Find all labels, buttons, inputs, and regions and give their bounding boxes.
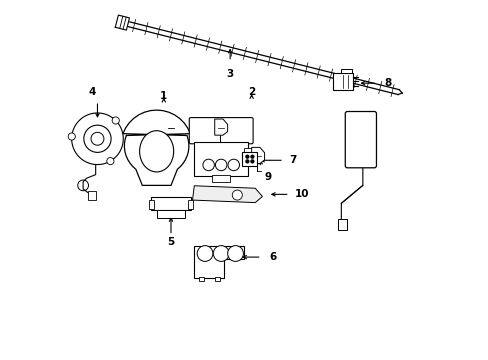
Text: 10: 10: [294, 189, 308, 199]
Bar: [151, 197, 190, 211]
Polygon shape: [122, 110, 190, 185]
Bar: [341, 69, 351, 73]
Circle shape: [232, 190, 242, 200]
Circle shape: [227, 159, 239, 171]
Bar: [337, 219, 346, 230]
Circle shape: [112, 117, 119, 124]
Text: 9: 9: [230, 143, 237, 153]
Circle shape: [215, 159, 226, 171]
Text: 6: 6: [269, 252, 276, 262]
Ellipse shape: [139, 131, 173, 172]
Polygon shape: [214, 119, 227, 135]
Circle shape: [203, 159, 214, 171]
Text: 9: 9: [264, 172, 271, 182]
Text: 3: 3: [226, 69, 233, 79]
Bar: [214, 277, 220, 282]
Circle shape: [68, 133, 75, 140]
Text: 2: 2: [247, 87, 255, 97]
Polygon shape: [251, 147, 264, 163]
FancyBboxPatch shape: [345, 112, 376, 168]
Bar: [194, 142, 247, 176]
Circle shape: [250, 160, 253, 163]
Circle shape: [106, 158, 114, 165]
Text: 7: 7: [288, 155, 296, 165]
Polygon shape: [115, 15, 129, 30]
Bar: [242, 152, 257, 166]
FancyBboxPatch shape: [189, 118, 253, 144]
Circle shape: [213, 246, 228, 261]
Circle shape: [245, 160, 248, 163]
Bar: [244, 148, 251, 158]
Text: 1: 1: [160, 91, 167, 101]
Circle shape: [83, 125, 111, 152]
Bar: [148, 200, 153, 209]
Circle shape: [250, 155, 253, 158]
Bar: [88, 191, 96, 200]
Bar: [188, 200, 193, 209]
Text: 5: 5: [167, 237, 174, 247]
Bar: [157, 210, 184, 218]
Text: 4: 4: [88, 87, 96, 97]
Bar: [332, 73, 352, 90]
Circle shape: [245, 155, 248, 158]
Polygon shape: [192, 186, 262, 203]
Text: 8: 8: [384, 78, 391, 88]
Bar: [198, 277, 204, 282]
Text: 11: 11: [353, 123, 367, 133]
Circle shape: [197, 246, 212, 261]
Bar: [212, 175, 230, 182]
Polygon shape: [194, 246, 244, 278]
Circle shape: [91, 132, 104, 145]
Polygon shape: [72, 113, 123, 165]
Circle shape: [227, 246, 243, 261]
